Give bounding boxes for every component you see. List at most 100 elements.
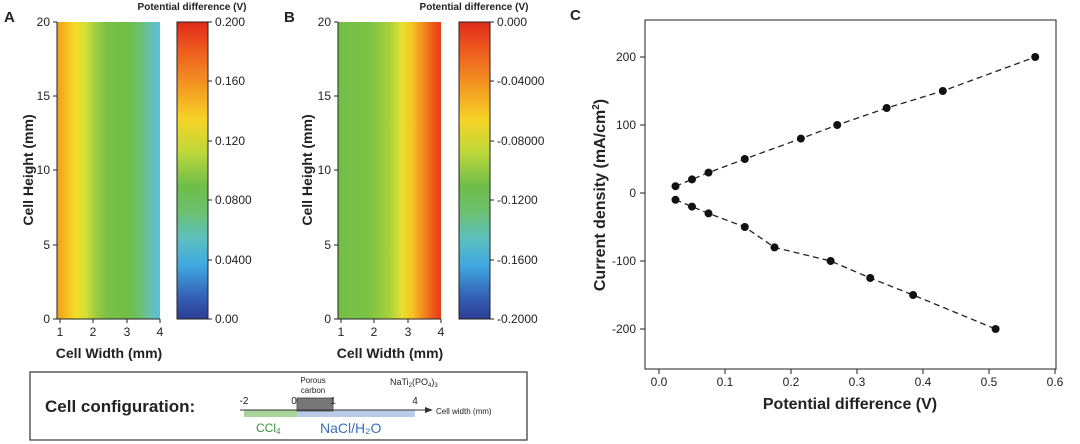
- colorbar-b-tickmarks: [490, 21, 494, 320]
- heatmap-b-yticks: 20 15 10 5 0: [318, 15, 332, 326]
- colorbar-a: [176, 21, 209, 320]
- data-point-upper: [740, 155, 749, 163]
- colorbar-a-tick: 0.00: [215, 312, 239, 326]
- data-point-lower: [770, 243, 779, 252]
- scatter-ytick: -100: [612, 254, 636, 268]
- data-point-lower: [991, 325, 1000, 333]
- panel-a-letter: A: [4, 9, 15, 26]
- heatmap-b-ytick-10: 10: [318, 163, 332, 177]
- ccl4-label: CCl4: [256, 421, 281, 436]
- heatmap-a-ytick-5: 5: [43, 238, 50, 252]
- heatmap-a-ytick-10: 10: [37, 163, 51, 177]
- colorbar-a-tick: 0.160: [215, 74, 245, 88]
- colorbar-b-tick: -0.1200: [497, 193, 538, 207]
- heatmap-b-xtick-2: 2: [371, 325, 378, 339]
- cell-configuration: Cell configuration: -2 0 1 4 Porous carbo…: [29, 371, 528, 441]
- colorbar-b-tick: -0.2000: [497, 312, 538, 326]
- scatter-ytick: 0: [629, 186, 636, 200]
- heatmap-b-ytick-5: 5: [324, 238, 331, 252]
- data-point-upper: [671, 182, 680, 191]
- heatmap-a-yticks: 20 15 10 5 0: [37, 15, 51, 326]
- data-point-lower: [671, 195, 680, 204]
- colorbar-b-tick: 0.000: [497, 15, 527, 29]
- scatter-xtick: 0.5: [981, 375, 998, 389]
- scatter-marks: [671, 53, 1040, 333]
- heatmap-b-xtick-4: 4: [438, 325, 445, 339]
- heatmap-b: [338, 22, 441, 319]
- heatmap-a-xtick-2: 2: [90, 325, 97, 339]
- scatter-xticks: 0.0 0.1 0.2 0.3 0.4 0.5 0.6: [651, 375, 1064, 389]
- scatter-ytick: 100: [616, 118, 636, 132]
- nacl-label: NaCl/H₂O: [320, 420, 382, 436]
- heatmap-a-ylabel: Cell Height (mm): [20, 114, 36, 225]
- scatter-xtick: 0.1: [717, 375, 734, 389]
- porous-carbon-block: [296, 397, 334, 412]
- data-point-upper: [882, 104, 891, 112]
- scatter-ylabel: Current density (mA/cm2): [591, 99, 609, 291]
- config-tick: 1: [330, 396, 336, 407]
- nati-label: NaTi2(PO4)3: [390, 377, 438, 389]
- data-point-lower: [866, 274, 875, 282]
- scatter-ytick: -200: [612, 322, 636, 336]
- data-point-upper: [704, 168, 713, 177]
- heatmap-a-xticks: 1 2 3 4: [57, 325, 164, 339]
- colorbar-a-tick: 0.0800: [215, 193, 252, 207]
- scatter-yticks: 200 100 0 -100 -200: [612, 50, 636, 336]
- colorbar-b: [458, 21, 491, 320]
- config-axis-label: Cell width (mm): [436, 407, 492, 416]
- colorbar-b-tick: -0.08000: [497, 134, 545, 148]
- colorbar-b-tick: -0.1600: [497, 253, 538, 267]
- series-line-lower: [675, 199, 996, 330]
- heatmap-a-axes: [53, 21, 161, 323]
- data-point-upper: [938, 87, 947, 95]
- scatter-tickmarks: [640, 56, 1056, 374]
- colorbar-a-tick: 0.120: [215, 134, 245, 148]
- scatter-xtick: 0.4: [915, 375, 932, 389]
- porous-carbon-label: Porous carbon: [300, 376, 325, 395]
- scatter-frame: [644, 19, 1057, 370]
- heatmap-a: [57, 22, 160, 319]
- heatmap-a-xtick-1: 1: [57, 325, 64, 339]
- scatter-xtick: 0.6: [1047, 375, 1064, 389]
- data-point-upper: [833, 121, 842, 129]
- heatmap-a-xlabel: Cell Width (mm): [56, 345, 162, 361]
- data-point-lower: [826, 257, 835, 265]
- panel-b-letter: B: [284, 9, 295, 26]
- heatmap-b-xticks: 1 2 3 4: [338, 325, 445, 339]
- config-tick: 4: [412, 396, 418, 407]
- data-point-lower: [704, 209, 713, 218]
- scatter-xtick: 0.0: [651, 375, 668, 389]
- electrolyte-layer: [297, 410, 415, 417]
- heatmap-b-ytick-20: 20: [318, 15, 332, 29]
- config-frame: [29, 371, 528, 441]
- scatter-xlabel: Potential difference (V): [763, 396, 937, 413]
- series-line-upper: [675, 56, 1036, 187]
- ccl4-layer: [244, 410, 297, 417]
- panel-c-letter: C: [570, 7, 581, 24]
- config-title: Cell configuration:: [45, 397, 195, 416]
- heatmap-a-ytick-15: 15: [37, 89, 51, 103]
- colorbar-b-title: Potential difference (V): [420, 2, 529, 13]
- colorbar-b-ticks: 0.000 -0.04000 -0.08000 -0.1200 -0.1600 …: [497, 15, 545, 326]
- colorbar-a-title: Potential difference (V): [138, 2, 247, 13]
- config-tick: -2: [240, 396, 249, 407]
- heatmap-b-xtick-1: 1: [338, 325, 345, 339]
- heatmap-b-axes: [334, 21, 442, 323]
- data-point-lower: [688, 202, 696, 211]
- heatmap-a-xtick-4: 4: [157, 325, 164, 339]
- heatmap-a-ytick-20: 20: [37, 15, 51, 29]
- config-tick: 0: [291, 396, 297, 407]
- colorbar-a-tick: 0.200: [215, 15, 245, 29]
- panel-c: C 200 100 0 -100 -200 0.0 0.1 0.2: [570, 7, 1064, 413]
- config-axis-ticks: -2 0 1 4: [240, 396, 419, 407]
- colorbar-b-tick: -0.04000: [497, 74, 545, 88]
- data-point-upper: [796, 134, 805, 143]
- scatter-xtick: 0.3: [849, 375, 866, 389]
- heatmap-b-ytick-0: 0: [324, 312, 331, 326]
- heatmap-b-ylabel: Cell Height (mm): [299, 114, 315, 225]
- heatmap-b-xtick-3: 3: [405, 325, 412, 339]
- panel-b: B 20 15 10 5 0 1 2 3 4 Cell Wi: [284, 2, 545, 361]
- data-point-upper: [1031, 53, 1040, 61]
- heatmap-a-xtick-3: 3: [124, 325, 131, 339]
